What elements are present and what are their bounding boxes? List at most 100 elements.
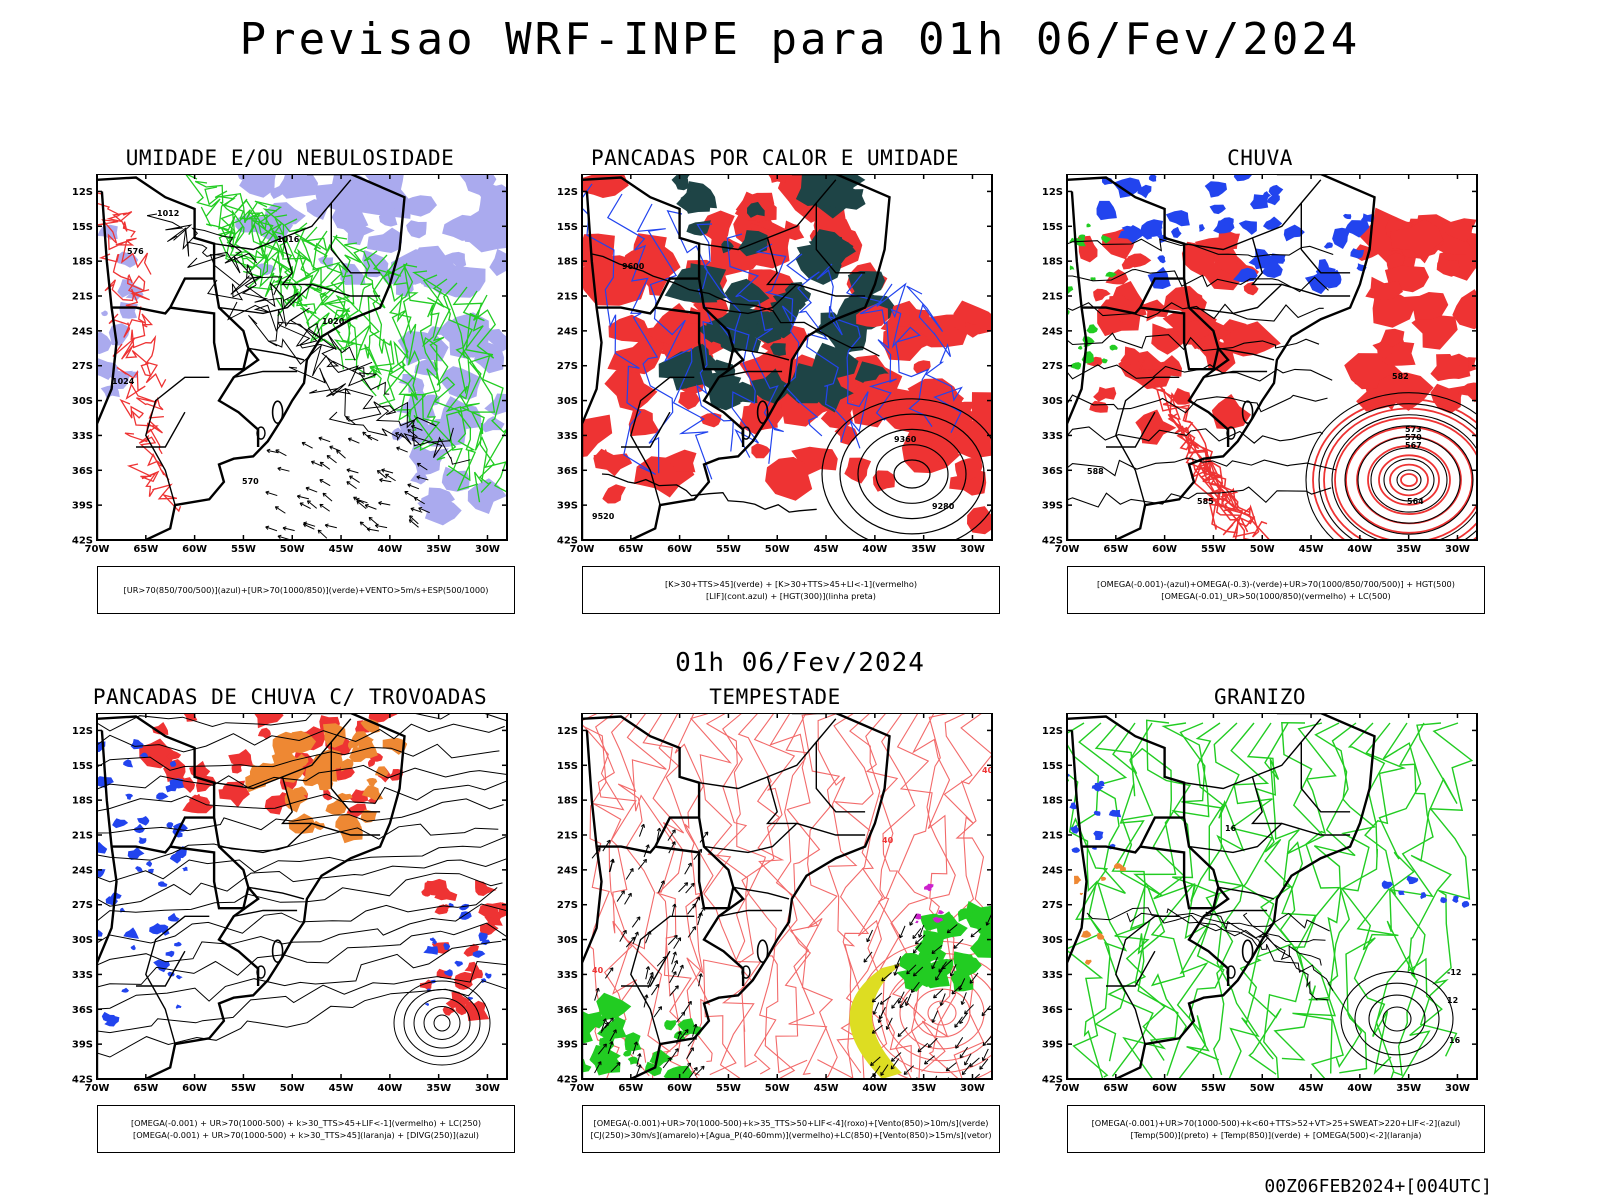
contour-line: [666, 210, 734, 452]
wind-vector: [407, 429, 418, 438]
contour-line: [97, 960, 507, 1034]
contour-line: [187, 254, 299, 309]
wind-arrowhead: [912, 972, 917, 977]
wind-vector: [934, 1075, 938, 1079]
precip-blob: [166, 822, 174, 829]
wind-arrowhead: [674, 1048, 679, 1053]
precip-blob: [1260, 191, 1272, 200]
wind-vector: [941, 959, 953, 970]
lon-tick-label: 55W: [716, 544, 741, 555]
contour-line: [636, 203, 713, 480]
precip-blob: [97, 869, 106, 878]
isobar-ring: [1383, 458, 1435, 502]
lat-tick-label: 42S: [1042, 1075, 1063, 1086]
panel-title: GRANIZO: [1213, 685, 1306, 709]
lon-tick-label: 50W: [280, 1083, 305, 1094]
legend-line: [OMEGA(-0.001) + UR>70(1000-500) + k>30_…: [133, 1130, 479, 1140]
wind-arrowhead: [700, 1065, 705, 1070]
state-border: [630, 915, 695, 1045]
isobar-ring: [1318, 403, 1477, 540]
jet-stream-area: [849, 963, 902, 1079]
wind-arrowhead: [326, 455, 331, 459]
precip-blob: [963, 321, 981, 338]
precip-blob: [1078, 345, 1083, 350]
wind-arrowhead: [872, 1010, 877, 1015]
contour-line: [610, 713, 672, 1079]
state-border: [703, 283, 866, 315]
map-content: -12 16 12 16: [1067, 713, 1477, 1079]
wind-vector: [945, 1062, 957, 1072]
wind-arrowhead: [866, 938, 871, 943]
precip-blob: [337, 792, 353, 802]
precip-blob: [1086, 223, 1091, 228]
wind-arrowhead: [881, 977, 886, 982]
lon-tick-label: 35W: [1396, 544, 1421, 555]
wind-vector: [909, 913, 917, 926]
precip-blob: [231, 763, 242, 774]
contour-line: [1161, 722, 1211, 1079]
wind-arrowhead: [969, 979, 974, 984]
state-border: [1251, 237, 1282, 286]
precip-blob: [272, 731, 297, 757]
wind-vector: [931, 944, 943, 954]
map-content: 40 40 40: [582, 713, 992, 1079]
state-border: [145, 376, 210, 506]
precip-blob: [770, 343, 786, 356]
wind-vector: [671, 951, 677, 965]
lon-tick-label: 55W: [716, 1083, 741, 1094]
precip-blob: [1430, 354, 1464, 382]
wind-vector: [597, 1043, 607, 1055]
lagoa-outline: [756, 400, 769, 424]
lon-tick-label: 40W: [862, 1083, 887, 1094]
contour-line: [167, 227, 283, 296]
precip-blob: [170, 760, 177, 767]
contour-line: [97, 823, 499, 861]
wind-vector: [890, 1058, 900, 1070]
precip-blob: [458, 911, 472, 920]
contour-line: [1353, 722, 1407, 1079]
precip-blob: [165, 950, 175, 958]
wind-vector: [411, 437, 422, 447]
state-border: [281, 237, 312, 286]
precip-blob: [1263, 216, 1283, 230]
country-border: [168, 277, 250, 371]
wind-arrowhead: [364, 503, 369, 509]
wind-vector: [698, 973, 702, 987]
country-border: [1138, 277, 1220, 371]
country-border: [582, 730, 603, 1079]
lagoa-outline: [271, 400, 284, 424]
precip-blob: [597, 1016, 627, 1040]
wind-vector: [345, 416, 356, 425]
precip-blob: [1411, 314, 1458, 350]
wind-vector: [307, 500, 318, 509]
precip-blob: [1093, 810, 1101, 816]
contour-label: 40: [592, 966, 604, 975]
lat-tick-label: 12S: [1042, 187, 1063, 198]
precip-blob: [139, 738, 176, 769]
precip-blob: [664, 1020, 676, 1031]
precip-blob: [322, 789, 333, 801]
wind-vector: [637, 859, 647, 870]
precip-blob: [1238, 220, 1257, 235]
precip-blob: [1171, 226, 1182, 238]
lon-tick-label: 55W: [231, 544, 256, 555]
wind-arrowhead: [317, 529, 322, 534]
precip-blob: [677, 1018, 704, 1036]
wind-vector: [912, 928, 922, 939]
contour-label: 1012: [157, 209, 179, 218]
lat-tick-label: 30S: [557, 396, 578, 407]
contour-label: 9360: [894, 435, 917, 444]
lat-tick-label: 30S: [557, 935, 578, 946]
panel-title: UMIDADE E/OU NEBULOSIDADE: [125, 146, 455, 170]
precip-blob: [938, 911, 956, 928]
precip-blob: [734, 306, 766, 329]
wind-vector: [638, 824, 645, 837]
precip-blob: [414, 358, 439, 376]
wind-arrowhead: [636, 916, 641, 921]
precip-blob: [378, 209, 398, 227]
country-border: [653, 277, 735, 371]
state-border: [136, 950, 186, 987]
contour-line: [705, 713, 755, 1079]
lon-tick-label: 45W: [1299, 544, 1324, 555]
precip-blob: [406, 220, 427, 239]
